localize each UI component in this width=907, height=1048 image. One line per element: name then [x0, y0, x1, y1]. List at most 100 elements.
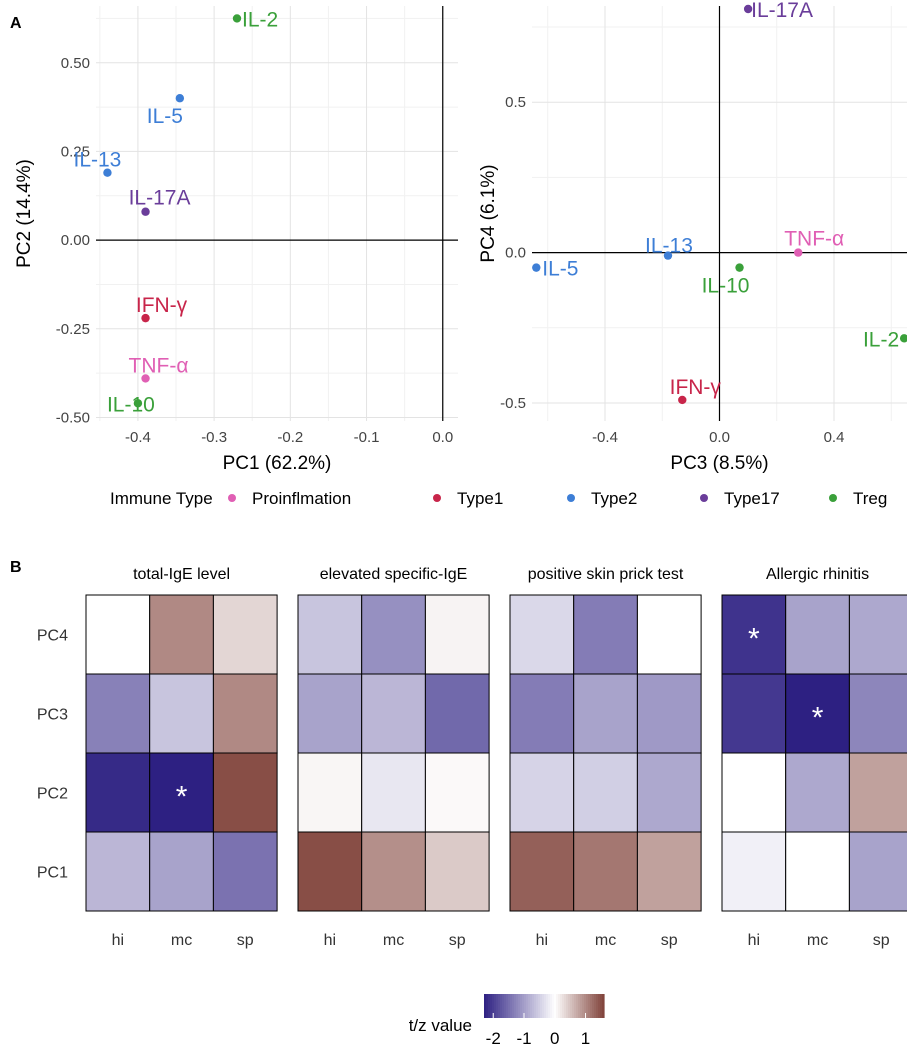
heatmap-cell: [785, 831, 850, 912]
colorbar-segment: [580, 994, 583, 1018]
colorbar-segment: [496, 994, 499, 1018]
heatmap-cell: [573, 752, 638, 833]
colorbar-segment: [544, 994, 547, 1018]
colorbar-segment: [532, 994, 535, 1018]
data-point: [141, 374, 150, 383]
x-tick-label: 0.0: [709, 429, 730, 446]
colorbar-segment: [574, 994, 577, 1018]
panel-a-label: A: [10, 15, 22, 32]
colorbar-segment: [502, 994, 505, 1018]
heatmap-cell: [361, 831, 426, 912]
colorbar-segment: [518, 994, 521, 1018]
legend-swatch: [228, 494, 236, 502]
colorbar-segment: [490, 994, 493, 1018]
heatmap-cell: [212, 594, 278, 675]
heatmap-panel-title: positive skin prick test: [528, 566, 684, 583]
heatmap-row-label: PC4: [37, 628, 68, 645]
heatmap-cell: [721, 673, 787, 754]
legend-label: Type17: [724, 489, 780, 508]
significance-star: *: [748, 623, 760, 656]
heatmap-cell: [721, 752, 787, 833]
significance-star: *: [812, 702, 824, 735]
colorbar-segment: [528, 994, 531, 1018]
y-tick-label: 0.5: [505, 94, 526, 111]
point-label: IL-13: [73, 149, 121, 172]
heatmap-cell: [636, 831, 702, 912]
point-label: IL-5: [542, 258, 578, 281]
heatmap-cell: [149, 831, 214, 912]
heatmap-panels: PC4 PC3 PC2 PC1 total-IgE level * hi mc sp elevat…: [37, 566, 907, 949]
colorbar-segment: [526, 994, 529, 1018]
data-point: [532, 263, 541, 272]
data-point: [743, 4, 753, 14]
heatmap-cell: [297, 673, 363, 754]
y-axis-title: PC2 (14.4%): [14, 159, 35, 268]
colorbar-segment: [524, 994, 527, 1018]
heatmap-cell: [212, 752, 278, 833]
colorbar-segment: [492, 994, 495, 1018]
heatmap-cell: [85, 673, 151, 754]
y-tick-label: 0.25: [61, 143, 90, 160]
heatmap-cell: [509, 673, 575, 754]
colorbar-segment: [484, 994, 487, 1018]
point-label: IL-2: [242, 8, 278, 31]
data-point: [141, 313, 150, 323]
point-label: IL-17A: [129, 187, 191, 210]
heatmap-column-label: sp: [237, 932, 254, 949]
heatmap-cell: [297, 752, 363, 833]
heatmap-cell: [848, 831, 907, 912]
pca-scatter-pc3-pc4: -0.4 0.0 0.4 -0.5 0.0 0.5 PC3 (8.5%) PC4 (6.1%)…: [478, 0, 907, 474]
colorbar-segment: [554, 994, 557, 1018]
heatmap-cell: [149, 594, 214, 675]
point-label: IFN-γ: [136, 294, 188, 317]
heatmap-cell: [509, 831, 575, 912]
y-axis-title: PC4 (6.1%): [478, 164, 499, 262]
colorbar-segment: [600, 994, 603, 1018]
colorbar-segment: [500, 994, 503, 1018]
heatmap-cell: [721, 831, 787, 912]
colorbar-segment: [578, 994, 581, 1018]
colorbar-segment: [516, 994, 519, 1018]
data-point: [899, 334, 907, 343]
colorbar-segment: [552, 994, 555, 1018]
legend-label: Treg: [853, 489, 887, 508]
data-point: [735, 263, 744, 272]
heatmap-cell: [636, 752, 702, 833]
heatmap-column-label: hi: [112, 932, 124, 949]
heatmap-column-label: hi: [748, 932, 760, 949]
y-tick-label: 0.50: [61, 55, 90, 72]
x-tick-label: -0.3: [201, 429, 227, 446]
heatmap-column-label: hi: [536, 932, 548, 949]
heatmap-cell: [848, 673, 907, 754]
heatmap-column-label: mc: [171, 932, 192, 949]
colorbar-tick-label: 1: [581, 1029, 590, 1048]
heatmap-column-label: sp: [661, 932, 678, 949]
legend-swatch: [829, 494, 837, 502]
heatmap-cell: [424, 673, 490, 754]
heatmap-cell: [636, 673, 702, 754]
heatmap-cell: [212, 673, 278, 754]
colorbar-segment: [494, 994, 497, 1018]
heatmap-column-label: sp: [873, 932, 890, 949]
colorbar-segment: [566, 994, 569, 1018]
x-tick-label: -0.4: [125, 429, 151, 446]
heatmap-cell: [848, 752, 907, 833]
data-point: [175, 94, 185, 103]
heatmap-cell: [361, 594, 426, 675]
data-point: [103, 168, 112, 177]
heatmap-cell: [509, 594, 575, 675]
colorbar-segment: [556, 994, 559, 1018]
colorbar-segment: [584, 994, 587, 1018]
immune-type-legend: Immune Type Proinflmation Type1 Type2 Type1…: [110, 489, 887, 508]
heatmap-cell: [85, 752, 151, 833]
colorbar-segment: [536, 994, 539, 1018]
point-label: IL-17A: [751, 0, 813, 22]
heatmap-column-label: mc: [383, 932, 404, 949]
colorbar-segment: [534, 994, 537, 1018]
colorbar-segment: [488, 994, 491, 1018]
pca-scatter-pc1-pc2: -0.4 -0.3 -0.2 -0.1 0.0 -0.50 -0.25 0.00 0.25 0.5…: [14, 6, 458, 474]
colorbar-segment: [506, 994, 509, 1018]
heatmap-cell: [848, 594, 907, 675]
colorbar-tick-label: 0: [550, 1029, 559, 1048]
x-axis-title: PC1 (62.2%): [223, 453, 332, 474]
